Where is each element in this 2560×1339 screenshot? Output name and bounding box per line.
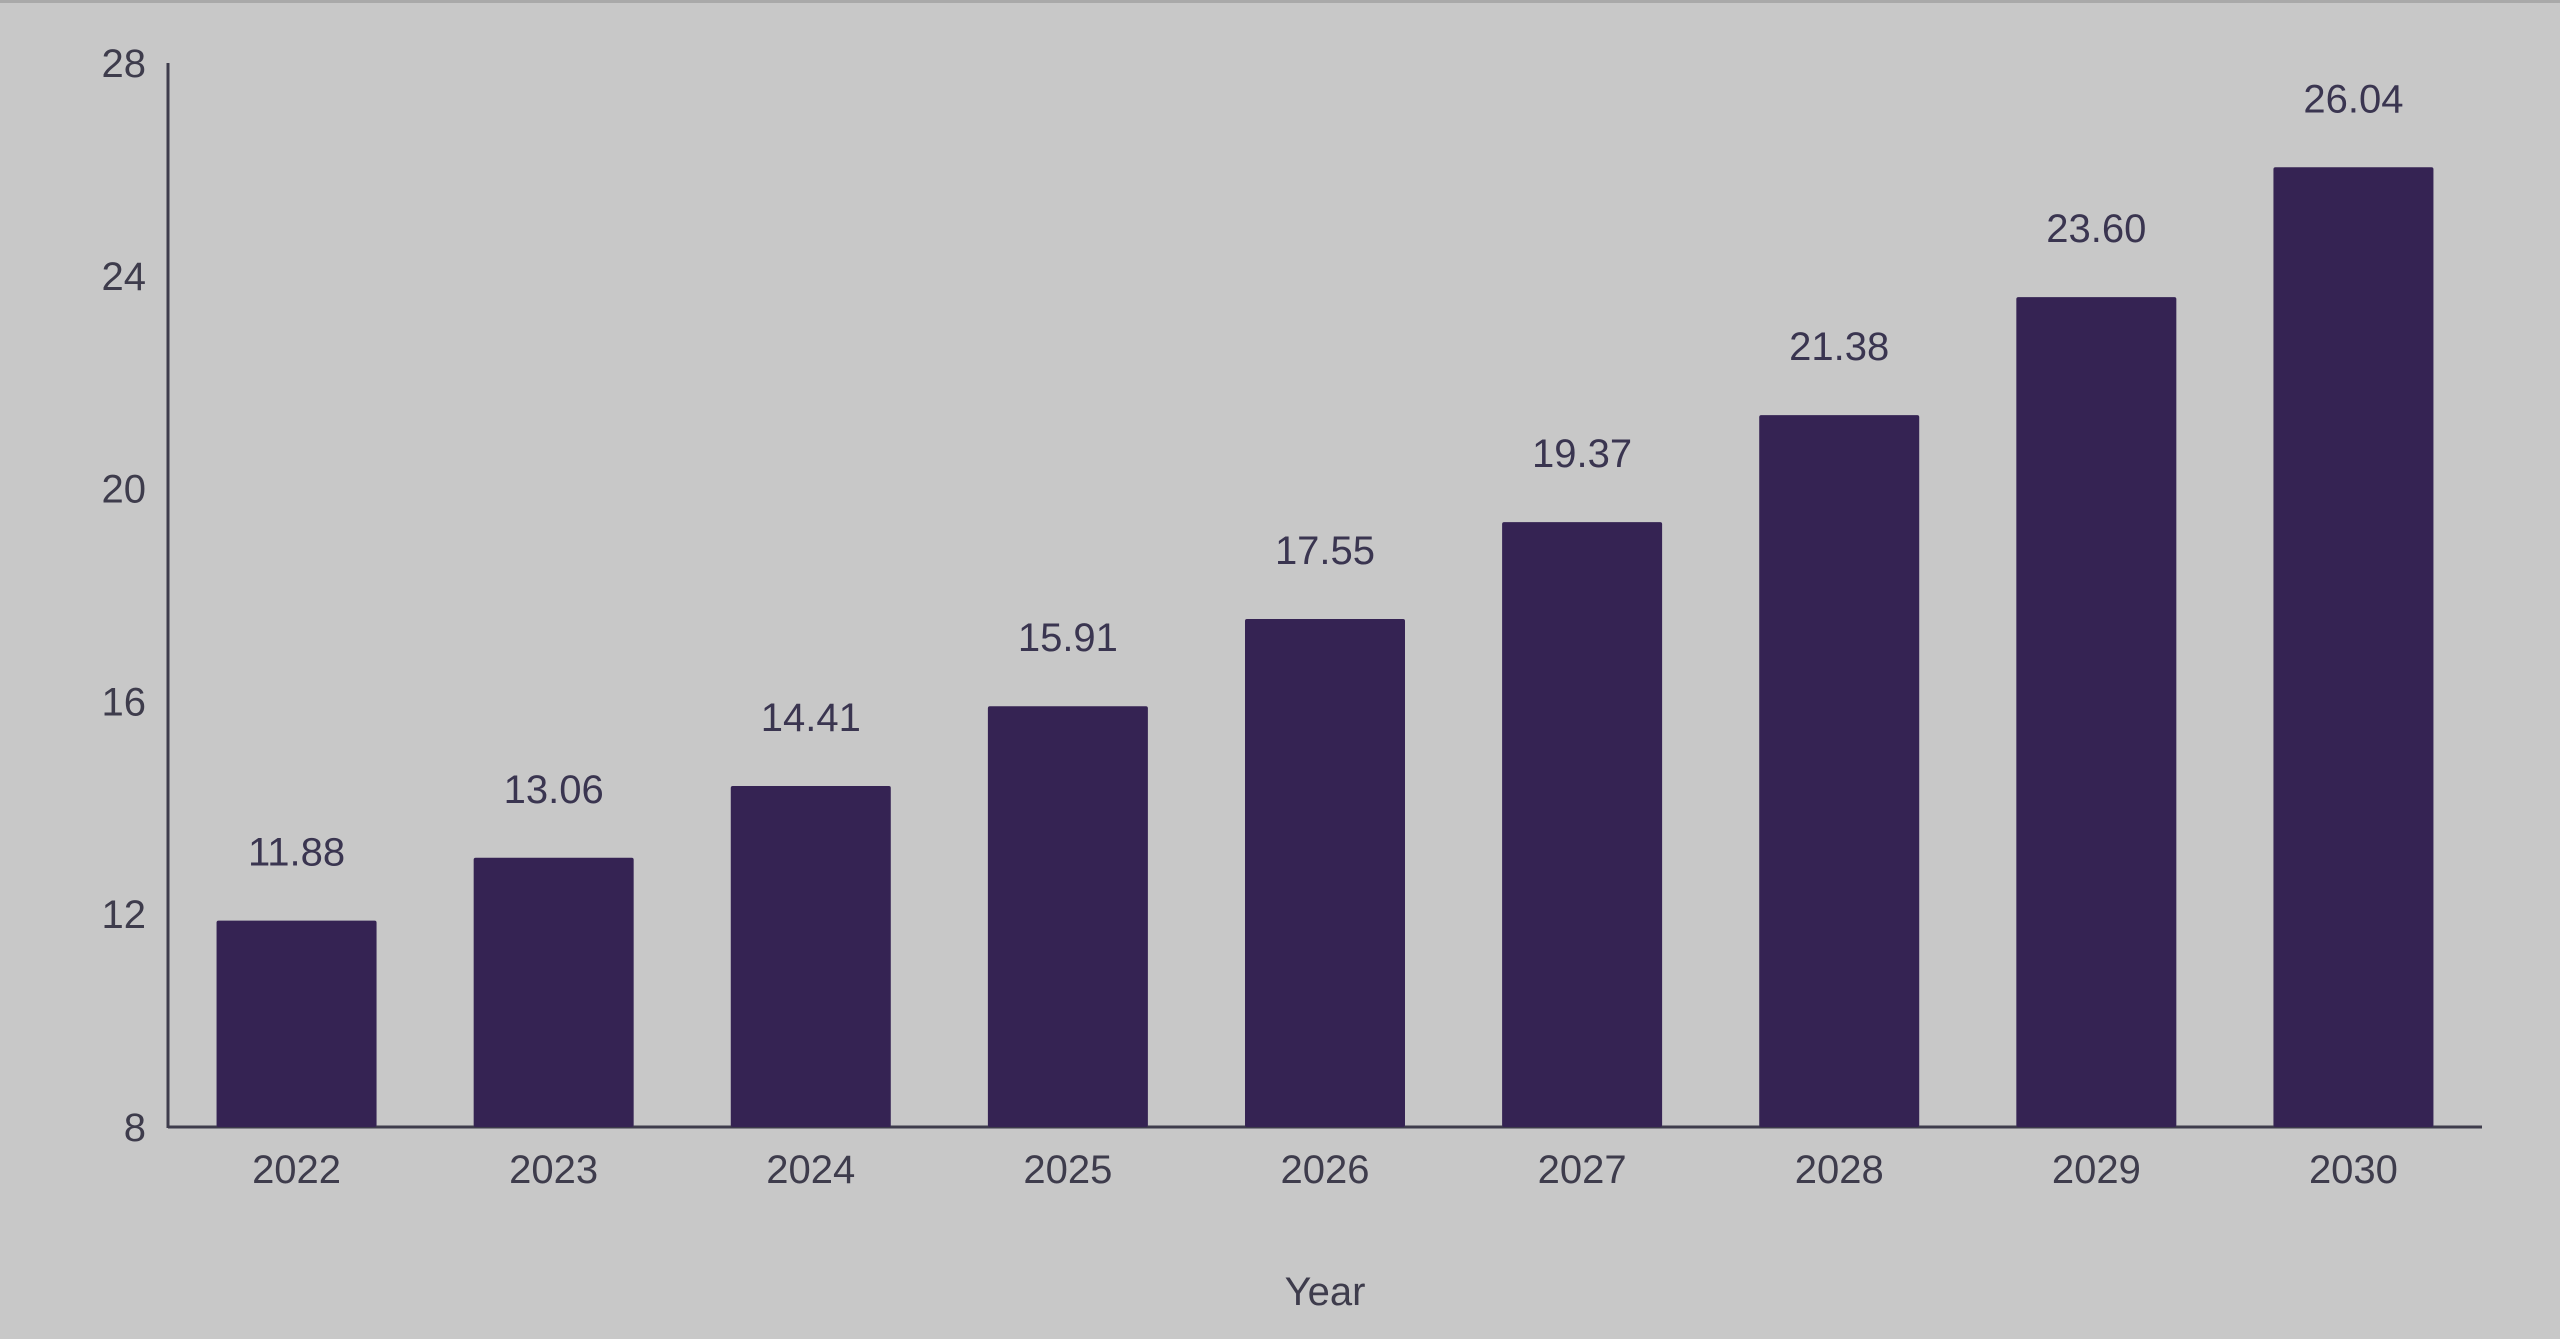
y-tick-label: 12 xyxy=(102,893,147,937)
value-labels: 11.88 13.06 14.41 15.91 17.55 19.37 21.38 23.60… xyxy=(248,77,2404,874)
y-axis: 8 12 16 20 24 28 xyxy=(102,42,170,1150)
bar xyxy=(730,785,891,1127)
bar xyxy=(1245,618,1405,1127)
x-tick-label: 2028 xyxy=(1795,1148,1884,1192)
y-tick-label: 16 xyxy=(102,680,147,724)
x-tick-label: 2027 xyxy=(1538,1148,1627,1192)
data-label: 21.38 xyxy=(1789,325,1889,369)
x-tick-label: 2026 xyxy=(1281,1148,1370,1192)
data-label: 23.60 xyxy=(2046,207,2146,251)
bar xyxy=(2273,167,2434,1128)
data-label: 13.06 xyxy=(504,768,604,812)
x-tick-label: 2025 xyxy=(1023,1148,1112,1192)
x-tick-label: 2023 xyxy=(509,1148,598,1192)
y-tick-label: 8 xyxy=(124,1106,146,1150)
data-label: 14.41 xyxy=(761,696,861,740)
bar xyxy=(1759,415,1920,1128)
bar xyxy=(1502,522,1663,1127)
data-label: 26.04 xyxy=(2303,77,2403,121)
bar xyxy=(2016,297,2177,1128)
bar xyxy=(473,857,634,1127)
bars xyxy=(216,167,2434,1128)
y-tick-label: 24 xyxy=(102,255,147,299)
bar xyxy=(987,706,1148,1127)
x-tick-label: 2030 xyxy=(2309,1148,2398,1192)
x-axis-title: Year xyxy=(1285,1270,1366,1314)
y-tick-label: 28 xyxy=(102,42,147,86)
data-label: 19.37 xyxy=(1532,432,1632,476)
data-label: 11.88 xyxy=(248,831,345,875)
data-label: 15.91 xyxy=(1018,616,1118,660)
data-label: 17.55 xyxy=(1275,529,1375,573)
y-tick-label: 20 xyxy=(102,468,147,512)
x-axis: 2022 2023 2024 2025 2026 2027 2028 2029 2030 xyxy=(168,1125,2482,1192)
x-tick-label: 2029 xyxy=(2052,1148,2141,1192)
bar xyxy=(216,920,377,1127)
x-tick-label: 2024 xyxy=(766,1148,855,1192)
x-tick-label: 2022 xyxy=(252,1148,341,1192)
